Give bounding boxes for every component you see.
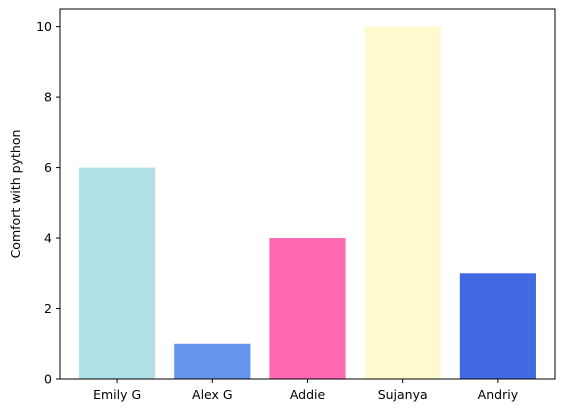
bars-group bbox=[79, 26, 536, 379]
bar-alex-g bbox=[174, 343, 251, 379]
x-axis: Emily G Alex G Addie Sujanya Andriy bbox=[93, 379, 519, 402]
bar-emily-g bbox=[79, 167, 156, 379]
bar-andriy bbox=[459, 273, 536, 379]
y-axis: 0 2 4 6 8 10 bbox=[36, 19, 60, 387]
y-axis-label: Comfort with python bbox=[8, 130, 23, 259]
y-tick-label: 8 bbox=[44, 90, 52, 105]
x-tick-label: Sujanya bbox=[378, 387, 428, 402]
x-tick-label: Addie bbox=[290, 387, 326, 402]
bar-addie bbox=[269, 238, 346, 379]
y-tick-label: 0 bbox=[44, 372, 52, 387]
x-tick-label: Emily G bbox=[93, 387, 141, 402]
y-tick-label: 10 bbox=[36, 19, 52, 34]
y-tick-label: 4 bbox=[44, 231, 52, 246]
x-tick-label: Alex G bbox=[192, 387, 233, 402]
y-tick-label: 2 bbox=[44, 301, 52, 316]
x-tick-label: Andriy bbox=[478, 387, 519, 402]
bar-sujanya bbox=[364, 26, 441, 379]
y-tick-label: 6 bbox=[44, 160, 52, 175]
